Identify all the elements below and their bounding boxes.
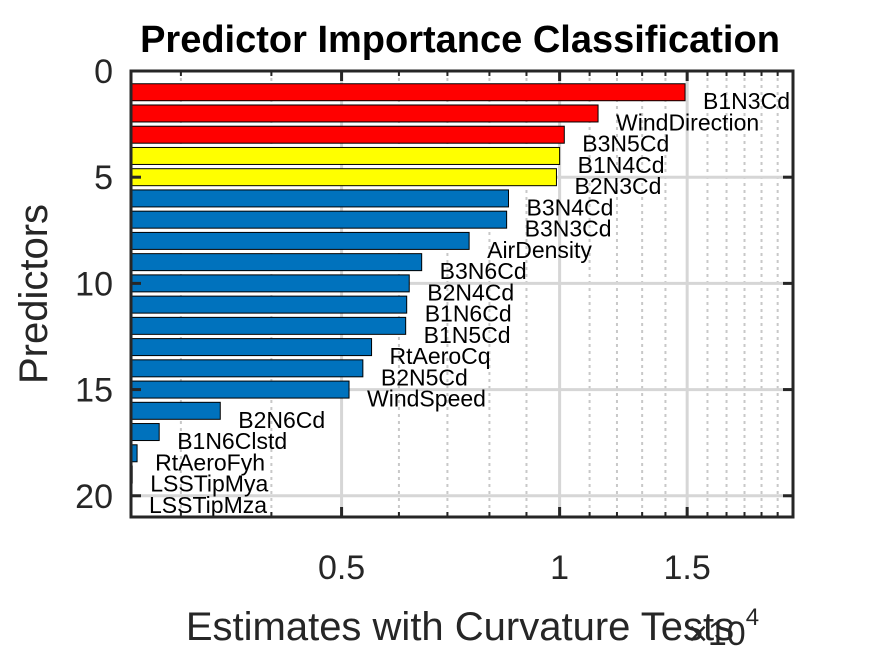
y-tick-label: 0 (94, 53, 113, 91)
x-axis-label: Estimates with Curvature Tests (186, 605, 734, 649)
bar-label: B1N5Cd (424, 322, 511, 348)
x-tick-label: 1 (550, 549, 569, 587)
y-tick-label: 10 (75, 265, 113, 303)
x-tick-label: 1.5 (664, 549, 711, 587)
y-tick-label: 5 (94, 159, 113, 197)
x-multiplier-exponent: 4 (746, 604, 759, 631)
bar-label: B2N4Cd (427, 279, 514, 305)
y-tick-label: 20 (75, 478, 113, 516)
bar-label: WindSpeed (367, 386, 486, 412)
bar (130, 189, 509, 208)
bar-label: B3N3Cd (525, 216, 612, 242)
bar (130, 316, 407, 335)
bar (130, 210, 508, 229)
bar-label: LSSTipMza (149, 492, 267, 518)
y-axis-label: Predictors (12, 204, 56, 384)
bar-label: B3N5Cd (582, 131, 669, 157)
y-tick-label: 15 (75, 372, 113, 410)
bar (130, 253, 423, 272)
bar-series (130, 83, 686, 505)
bar (130, 168, 557, 187)
bar (130, 295, 408, 314)
bar (130, 401, 221, 420)
axis-ticks (131, 69, 793, 517)
bar-label: B1N6Cd (425, 301, 512, 327)
bar-label: RtAeroFyh (155, 449, 265, 475)
bar-label: B2N3Cd (574, 173, 661, 199)
chart-title: Predictor Importance Classification (140, 19, 780, 61)
x-axis-multiplier: ×104 (688, 604, 759, 653)
bar-label: B1N6Clstd (177, 428, 287, 454)
bar-label: AirDensity (487, 237, 592, 263)
bar-label: LSSTipMya (150, 471, 268, 497)
bar-label: RtAeroCq (390, 343, 491, 369)
bar (130, 83, 686, 102)
bar-label: B2N6Cd (238, 407, 325, 433)
bar (130, 231, 470, 250)
bar-label: B3N4Cd (526, 194, 613, 220)
bar (130, 104, 599, 123)
bar (130, 125, 565, 144)
bar-label: B1N3Cd (703, 88, 790, 114)
bar-label: B1N4Cd (578, 152, 665, 178)
tick-labels: 0.5 1 1.5 0 5 10 15 20 (75, 53, 711, 587)
x-multiplier-base: ×10 (688, 615, 746, 653)
axes-box (129, 69, 795, 519)
bar (130, 380, 350, 399)
bar (130, 274, 410, 293)
bar-labels: B1N3CdWindDirectionB3N5CdB1N4CdB2N3CdB3N… (149, 88, 790, 518)
bar-label: WindDirection (616, 109, 759, 135)
bar (130, 338, 373, 357)
bar (130, 423, 160, 442)
bar (130, 146, 561, 165)
bar (130, 359, 364, 378)
bar-label: B2N5Cd (381, 364, 468, 390)
bar-label: B3N6Cd (440, 258, 527, 284)
x-tick-label: 0.5 (318, 549, 365, 587)
